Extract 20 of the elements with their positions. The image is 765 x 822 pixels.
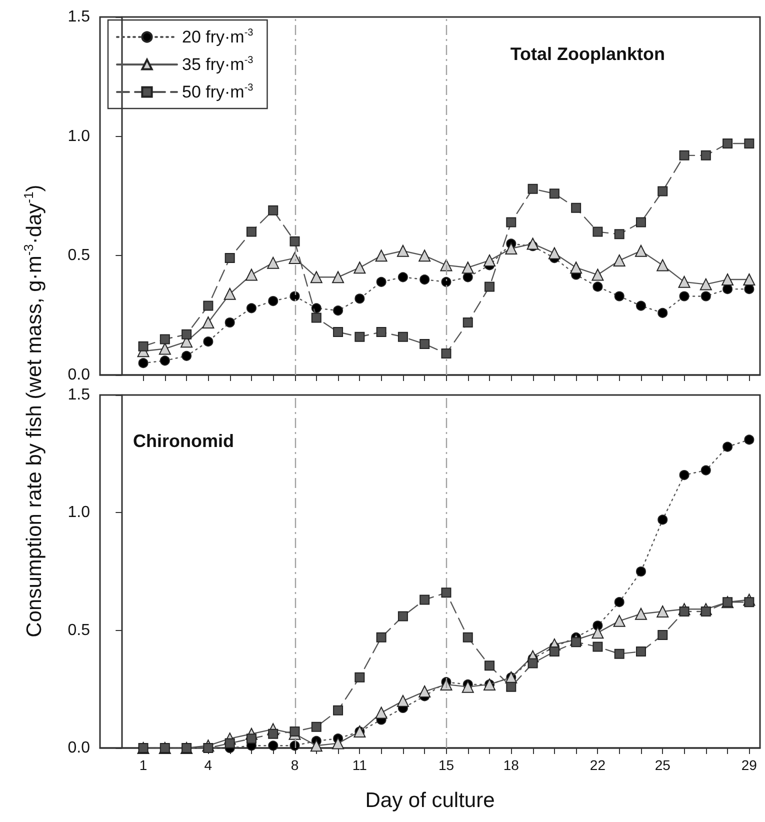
x-tick-label: 11 <box>352 757 368 773</box>
y-tick-label: 1.0 <box>68 504 90 522</box>
x-tick-label: 25 <box>654 757 671 773</box>
y-tick-label: 1.5 <box>68 386 90 404</box>
x-tick-label: 8 <box>290 757 299 773</box>
y-tick-label: 1.5 <box>68 8 90 26</box>
x-tick-label: 4 <box>204 757 212 773</box>
x-axis-title: Day of culture <box>365 789 495 812</box>
y-tick-label: 0.0 <box>68 740 90 756</box>
x-tick-label: 1 <box>139 757 148 773</box>
x-tick-label: 15 <box>438 757 454 773</box>
y-tick-label: 0.5 <box>68 622 90 639</box>
y-tick-label: 0.5 <box>68 247 90 264</box>
text: Total Zooplankton <box>510 44 666 64</box>
x-tick-label: 18 <box>503 757 520 773</box>
x-tick-label: 22 <box>590 757 606 773</box>
x-tick-label: 29 <box>741 757 758 773</box>
text: Chironomid <box>133 431 234 451</box>
y-tick-label: 1.0 <box>68 128 90 145</box>
y-tick-label: 0.0 <box>68 366 90 384</box>
